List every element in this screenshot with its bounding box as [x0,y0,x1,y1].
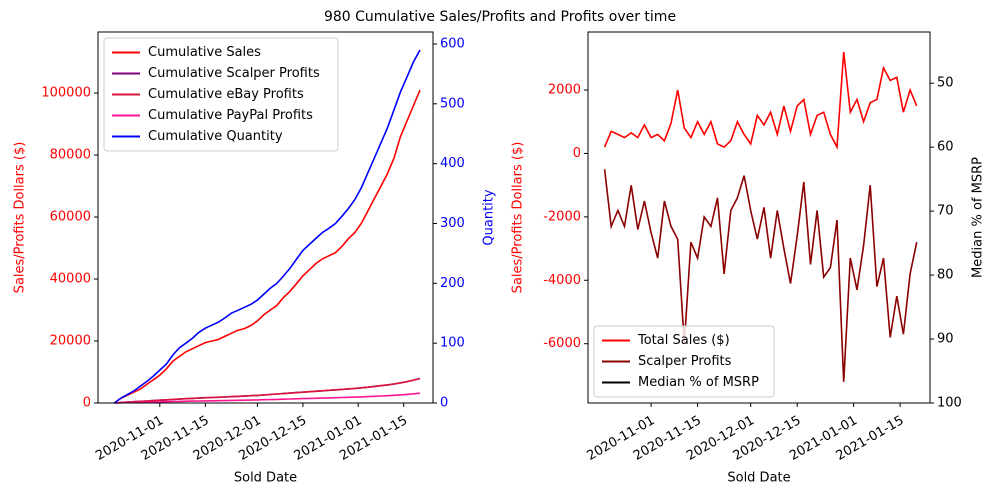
series-line [114,377,421,404]
y2-tick-label: 80 [937,268,954,283]
legend-label: Cumulative Sales [148,45,261,60]
y-tick-label: 60000 [50,210,91,225]
y-axis-label: Sales/Profits Dollars ($) [13,142,28,294]
legend-label: Cumulative eBay Profits [148,87,304,102]
y-tick-label: -4000 [543,273,581,288]
y-tick-label: 2000 [548,83,581,98]
y2-tick-label: 90 [937,332,954,347]
series-line [603,169,918,382]
y-tick-label: 80000 [50,148,91,163]
legend-label: Median % of MSRP [638,375,759,390]
plot-frame [587,31,931,404]
y2-axis-label: Quantity [482,189,497,245]
y2-tick-label: 100 [937,396,962,411]
legend-label: Total Sales ($) [637,333,730,348]
y2-tick-label: 600 [440,36,465,51]
y2-tick-label: 50 [937,76,954,91]
y2-tick-label: 400 [440,156,465,171]
legend-box [593,325,775,398]
series-line [113,89,421,404]
y-tick-label: -2000 [543,209,581,224]
y-tick-label: 40000 [50,272,91,287]
y2-tick-label: 500 [440,96,465,111]
y2-tick-label: 300 [440,216,465,231]
x-axis-label: Sold Date [234,471,297,486]
series-line [114,392,421,404]
y2-axis-label: Median % of MSRP [971,157,986,278]
y2-tick-label: 100 [440,336,465,351]
y2-tick-label: 0 [440,396,448,411]
y-tick-label: 20000 [50,334,91,349]
y-tick-label: 0 [573,146,581,161]
series-line [113,49,421,404]
y-tick-label: 100000 [41,86,91,101]
y2-tick-label: 60 [937,140,954,155]
legend: Total Sales ($) Scalper Profits Median % o… [593,325,775,398]
x-axis-label: Sold Date [727,471,790,486]
figure-title: 980 Cumulative Sales/Profits and Profits… [324,9,676,25]
legend-label: Scalper Profits [638,354,732,369]
y-axis-label: Sales/Profits Dollars ($) [511,142,526,294]
legend: Cumulative Sales Cumulative Scalper Profi… [103,37,339,152]
series-line [603,51,918,150]
y2-tick-label: 200 [440,276,465,291]
legend-box [103,37,339,152]
y-tick-label: -6000 [543,336,581,351]
y2-tick-label: 70 [937,204,954,219]
y-tick-label: 0 [83,396,91,411]
legend-label: Cumulative Scalper Profits [148,66,320,81]
legend-label: Cumulative PayPal Profits [148,108,313,123]
legend-label: Cumulative Quantity [148,129,283,144]
